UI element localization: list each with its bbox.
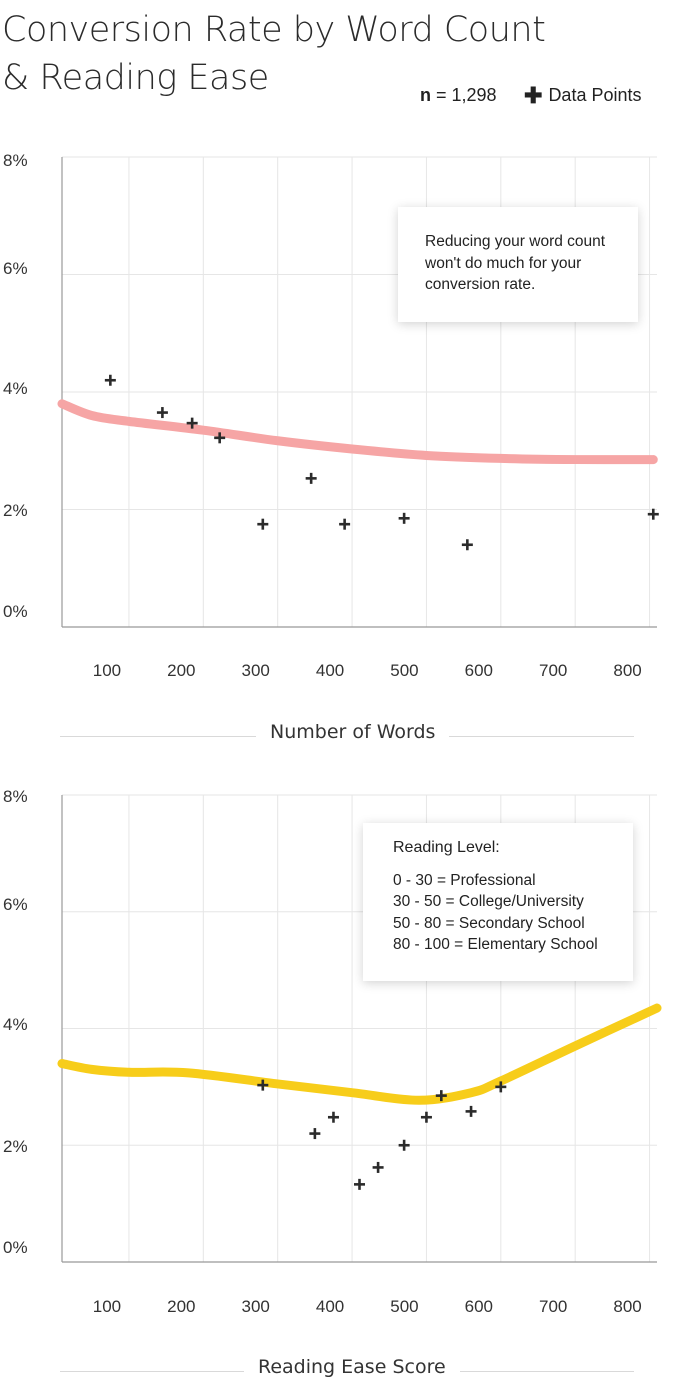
data-point xyxy=(214,432,226,444)
x-tick-label: 700 xyxy=(539,661,567,680)
y-tick-label: 2% xyxy=(3,1137,28,1156)
annotation-callout: Reducing your word count won't do much f… xyxy=(398,207,638,322)
data-point xyxy=(257,518,269,530)
data-point xyxy=(156,407,168,419)
x-axis-title-reading-ease: Reading Ease Score xyxy=(244,1356,460,1378)
data-point xyxy=(309,1128,321,1140)
data-point xyxy=(398,512,410,524)
plus-icon: ✚ xyxy=(524,82,543,108)
sample-size-value: = 1,298 xyxy=(431,85,497,105)
x-tick-label: 800 xyxy=(613,661,641,680)
data-point xyxy=(257,1079,269,1091)
x-tick-label: 700 xyxy=(539,1297,567,1316)
x-tick-label: 400 xyxy=(316,661,344,680)
x-tick-label: 400 xyxy=(316,1297,344,1316)
y-tick-label: 4% xyxy=(3,379,28,398)
reading-level-line: 50 - 80 = Secondary School xyxy=(393,914,585,932)
x-tick-label: 600 xyxy=(465,661,493,680)
data-point xyxy=(435,1090,447,1102)
x-tick-label: 100 xyxy=(93,1297,121,1316)
x-tick-label: 500 xyxy=(390,661,418,680)
y-tick-label: 8% xyxy=(3,151,28,170)
word-count-chart: 0% 2% 4% 6% 8% 100 200 300 400 500 600 700 800 xyxy=(3,151,659,680)
data-point xyxy=(398,1139,410,1151)
reading-level-title: Reading Level: xyxy=(393,839,500,856)
data-point xyxy=(647,508,659,520)
data-point xyxy=(104,374,116,386)
sample-size-n: n xyxy=(420,85,431,105)
y-tick-label: 4% xyxy=(3,1015,28,1034)
x-tick-label: 600 xyxy=(465,1297,493,1316)
data-point xyxy=(420,1111,432,1123)
x-tick-label: 100 xyxy=(93,661,121,680)
x-tick-label: 200 xyxy=(167,1297,195,1316)
legend-label: Data Points xyxy=(548,85,642,105)
sample-size-label: n = 1,298 xyxy=(420,85,497,106)
y-tick-label: 6% xyxy=(3,895,28,914)
legend: ✚ Data Points xyxy=(524,82,642,108)
y-tick-label: 0% xyxy=(3,602,28,621)
reading-level-callout: Reading Level: 0 - 30 = Professional 30 … xyxy=(363,823,633,981)
data-point xyxy=(305,472,317,484)
y-tick-label: 6% xyxy=(3,259,28,278)
x-tick-label: 300 xyxy=(242,1297,270,1316)
reading-level-line: 0 - 30 = Professional xyxy=(393,871,536,889)
x-tick-label: 500 xyxy=(390,1297,418,1316)
y-tick-label: 8% xyxy=(3,787,28,806)
reading-level-line: 30 - 50 = College/University xyxy=(393,893,584,910)
reading-level-line: 80 - 100 = Elementary School xyxy=(393,936,598,953)
chart-title: Conversion Rate by Word Count & Reading … xyxy=(2,10,546,98)
data-point xyxy=(461,539,473,551)
data-point xyxy=(372,1161,384,1173)
trend-line xyxy=(57,399,658,465)
data-point xyxy=(354,1178,365,1190)
data-point xyxy=(465,1105,477,1117)
x-tick-label: 200 xyxy=(167,661,195,680)
data-point xyxy=(339,518,351,530)
x-axis-title-words: Number of Words xyxy=(256,721,450,743)
data-point xyxy=(495,1081,507,1093)
y-tick-label: 2% xyxy=(3,501,28,520)
x-tick-label: 800 xyxy=(613,1297,641,1316)
data-point xyxy=(327,1111,339,1123)
data-point xyxy=(186,417,198,429)
x-tick-label: 300 xyxy=(242,661,270,680)
trend-line xyxy=(57,1003,662,1105)
y-tick-label: 0% xyxy=(3,1238,28,1257)
